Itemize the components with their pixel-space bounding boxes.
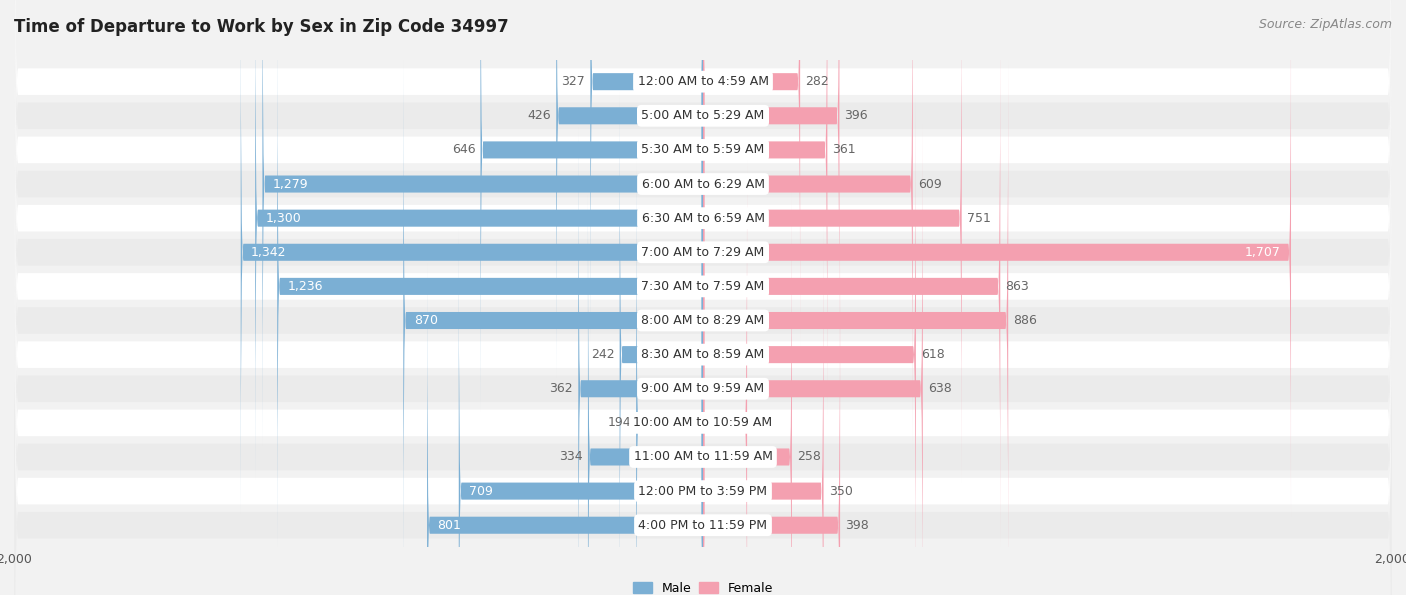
Text: 12:00 PM to 3:59 PM: 12:00 PM to 3:59 PM [638, 484, 768, 497]
FancyBboxPatch shape [14, 0, 1392, 580]
Text: 1,236: 1,236 [288, 280, 323, 293]
FancyBboxPatch shape [703, 124, 922, 595]
FancyBboxPatch shape [481, 0, 703, 414]
Text: 10:00 AM to 10:59 AM: 10:00 AM to 10:59 AM [634, 416, 772, 430]
Text: 282: 282 [806, 75, 830, 88]
Text: 6:00 AM to 6:29 AM: 6:00 AM to 6:29 AM [641, 177, 765, 190]
FancyBboxPatch shape [254, 0, 703, 483]
Text: 4:00 PM to 11:59 PM: 4:00 PM to 11:59 PM [638, 519, 768, 532]
Text: 8:30 AM to 8:59 AM: 8:30 AM to 8:59 AM [641, 348, 765, 361]
FancyBboxPatch shape [636, 158, 703, 595]
Text: 334: 334 [560, 450, 582, 464]
Text: Time of Departure to Work by Sex in Zip Code 34997: Time of Departure to Work by Sex in Zip … [14, 18, 509, 36]
FancyBboxPatch shape [14, 0, 1392, 595]
FancyBboxPatch shape [14, 0, 1392, 512]
FancyBboxPatch shape [14, 61, 1392, 595]
FancyBboxPatch shape [14, 0, 1392, 595]
FancyBboxPatch shape [458, 227, 703, 595]
Text: 7:30 AM to 7:59 AM: 7:30 AM to 7:59 AM [641, 280, 765, 293]
FancyBboxPatch shape [14, 0, 1392, 595]
Legend: Male, Female: Male, Female [628, 577, 778, 595]
Text: 12:00 AM to 4:59 AM: 12:00 AM to 4:59 AM [637, 75, 769, 88]
FancyBboxPatch shape [557, 0, 703, 380]
FancyBboxPatch shape [14, 27, 1392, 595]
FancyBboxPatch shape [427, 261, 703, 595]
FancyBboxPatch shape [620, 90, 703, 595]
FancyBboxPatch shape [703, 158, 747, 595]
Text: 396: 396 [845, 109, 868, 123]
FancyBboxPatch shape [703, 261, 841, 595]
Text: 1,279: 1,279 [273, 177, 308, 190]
Text: 362: 362 [550, 382, 574, 395]
Text: 242: 242 [591, 348, 614, 361]
FancyBboxPatch shape [14, 129, 1392, 595]
FancyBboxPatch shape [703, 0, 962, 483]
Text: 1,707: 1,707 [1244, 246, 1281, 259]
Text: 801: 801 [437, 519, 461, 532]
FancyBboxPatch shape [14, 95, 1392, 595]
Text: 6:30 AM to 6:59 AM: 6:30 AM to 6:59 AM [641, 212, 765, 225]
FancyBboxPatch shape [703, 22, 1000, 551]
FancyBboxPatch shape [703, 0, 827, 414]
Text: 398: 398 [845, 519, 869, 532]
FancyBboxPatch shape [703, 56, 1008, 585]
Text: 1,300: 1,300 [266, 212, 301, 225]
FancyBboxPatch shape [703, 227, 824, 595]
Text: 11:00 AM to 11:59 AM: 11:00 AM to 11:59 AM [634, 450, 772, 464]
Text: Source: ZipAtlas.com: Source: ZipAtlas.com [1258, 18, 1392, 31]
FancyBboxPatch shape [591, 0, 703, 346]
FancyBboxPatch shape [703, 90, 915, 595]
FancyBboxPatch shape [277, 22, 703, 551]
FancyBboxPatch shape [240, 0, 703, 516]
Text: 7:00 AM to 7:29 AM: 7:00 AM to 7:29 AM [641, 246, 765, 259]
Text: 128: 128 [752, 416, 776, 430]
Text: 638: 638 [928, 382, 952, 395]
FancyBboxPatch shape [14, 0, 1392, 595]
Text: 646: 646 [451, 143, 475, 156]
Text: 870: 870 [413, 314, 437, 327]
Text: 426: 426 [527, 109, 551, 123]
FancyBboxPatch shape [588, 193, 703, 595]
Text: 609: 609 [918, 177, 942, 190]
Text: 1,342: 1,342 [252, 246, 287, 259]
FancyBboxPatch shape [703, 0, 912, 449]
FancyBboxPatch shape [578, 124, 703, 595]
Text: 194: 194 [607, 416, 631, 430]
FancyBboxPatch shape [703, 0, 1291, 516]
FancyBboxPatch shape [263, 0, 703, 449]
FancyBboxPatch shape [404, 56, 703, 585]
FancyBboxPatch shape [703, 0, 800, 346]
Text: 361: 361 [832, 143, 856, 156]
Text: 751: 751 [967, 212, 991, 225]
Text: 618: 618 [921, 348, 945, 361]
Text: 709: 709 [470, 484, 494, 497]
FancyBboxPatch shape [14, 0, 1392, 595]
Text: 258: 258 [797, 450, 821, 464]
Text: 9:00 AM to 9:59 AM: 9:00 AM to 9:59 AM [641, 382, 765, 395]
Text: 5:00 AM to 5:29 AM: 5:00 AM to 5:29 AM [641, 109, 765, 123]
Text: 8:00 AM to 8:29 AM: 8:00 AM to 8:29 AM [641, 314, 765, 327]
Text: 886: 886 [1014, 314, 1038, 327]
FancyBboxPatch shape [703, 0, 839, 380]
Text: 5:30 AM to 5:59 AM: 5:30 AM to 5:59 AM [641, 143, 765, 156]
FancyBboxPatch shape [703, 193, 792, 595]
Text: 350: 350 [828, 484, 852, 497]
Text: 863: 863 [1005, 280, 1029, 293]
FancyBboxPatch shape [14, 0, 1392, 595]
Text: 327: 327 [561, 75, 585, 88]
FancyBboxPatch shape [14, 0, 1392, 546]
FancyBboxPatch shape [14, 0, 1392, 478]
